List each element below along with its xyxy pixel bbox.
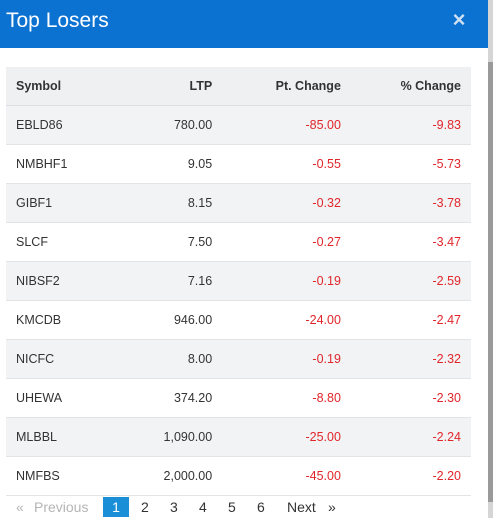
table-row[interactable]: EBLD86 780.00 -85.00 -9.83 [6,105,471,145]
table-row[interactable]: NIBSF2 7.16 -0.19 -2.59 [6,261,471,301]
table-row[interactable]: NMFBS 2,000.00 -45.00 -2.20 [6,456,471,496]
table-header-row: Symbol LTP Pt. Change % Change [6,67,471,106]
cell-pct-change: -2.24 [340,417,471,457]
column-header-symbol[interactable]: Symbol [6,67,124,106]
cell-pt-change: -0.55 [212,144,341,184]
cell-ltp: 9.05 [123,144,213,184]
cell-symbol: NICFC [6,339,124,379]
cell-ltp: 7.16 [123,261,213,301]
pagination-first: « [16,499,24,515]
modal-header: Top Losers × [0,0,488,48]
cell-ltp: 780.00 [123,105,213,145]
pagination-next[interactable]: Next [287,499,316,515]
cell-ltp: 2,000.00 [123,456,213,496]
cell-pct-change: -3.47 [340,222,471,262]
cell-symbol: NMFBS [6,456,124,496]
close-icon[interactable]: × [452,7,466,32]
cell-pct-change: -2.47 [340,300,471,340]
cell-pct-change: -3.78 [340,183,471,223]
cell-pct-change: -5.73 [340,144,471,184]
cell-symbol: KMCDB [6,300,124,340]
cell-ltp: 1,090.00 [123,417,213,457]
cell-ltp: 946.00 [123,300,213,340]
cell-symbol: UHEWA [6,378,124,418]
cell-pt-change: -0.19 [212,339,341,379]
pagination-page-1[interactable]: 1 [103,497,129,517]
pagination-page-6[interactable]: 6 [257,499,265,515]
table-row[interactable]: MLBBL 1,090.00 -25.00 -2.24 [6,417,471,457]
losers-table: Symbol LTP Pt. Change % Change EBLD86 780… [6,67,471,496]
table-row[interactable]: NICFC 8.00 -0.19 -2.32 [6,339,471,379]
cell-pct-change: -9.83 [340,105,471,145]
table-row[interactable]: KMCDB 946.00 -24.00 -2.47 [6,300,471,340]
cell-pt-change: -24.00 [212,300,341,340]
table-row[interactable]: NMBHF1 9.05 -0.55 -5.73 [6,144,471,184]
cell-symbol: GIBF1 [6,183,124,223]
cell-ltp: 374.20 [123,378,213,418]
pagination: « Previous 1 2 3 4 5 6 Next » [0,496,488,518]
cell-ltp: 8.00 [123,339,213,379]
cell-symbol: MLBBL [6,417,124,457]
cell-pt-change: -0.32 [212,183,341,223]
pagination-last[interactable]: » [328,499,336,515]
pagination-page-4[interactable]: 4 [199,499,207,515]
pagination-page-3[interactable]: 3 [170,499,178,515]
table-row[interactable]: SLCF 7.50 -0.27 -3.47 [6,222,471,262]
cell-pt-change: -85.00 [212,105,341,145]
pagination-page-5[interactable]: 5 [228,499,236,515]
cell-symbol: EBLD86 [6,105,124,145]
cell-symbol: SLCF [6,222,124,262]
column-header-pt-change[interactable]: Pt. Change [212,67,341,106]
cell-symbol: NIBSF2 [6,261,124,301]
column-header-pct-change[interactable]: % Change [340,67,471,106]
pagination-page-2[interactable]: 2 [141,499,149,515]
cell-pct-change: -2.20 [340,456,471,496]
cell-pt-change: -0.19 [212,261,341,301]
scrollbar-thumb[interactable] [488,62,493,502]
table-row[interactable]: GIBF1 8.15 -0.32 -3.78 [6,183,471,223]
table-row[interactable]: UHEWA 374.20 -8.80 -2.30 [6,378,471,418]
cell-symbol: NMBHF1 [6,144,124,184]
cell-pct-change: -2.30 [340,378,471,418]
column-header-ltp[interactable]: LTP [123,67,213,106]
cell-pt-change: -45.00 [212,456,341,496]
cell-pct-change: -2.32 [340,339,471,379]
pagination-previous: Previous [34,499,89,515]
cell-pt-change: -25.00 [212,417,341,457]
cell-ltp: 8.15 [123,183,213,223]
modal-title: Top Losers [6,9,109,32]
cell-pt-change: -8.80 [212,378,341,418]
cell-pt-change: -0.27 [212,222,341,262]
cell-pct-change: -2.59 [340,261,471,301]
cell-ltp: 7.50 [123,222,213,262]
